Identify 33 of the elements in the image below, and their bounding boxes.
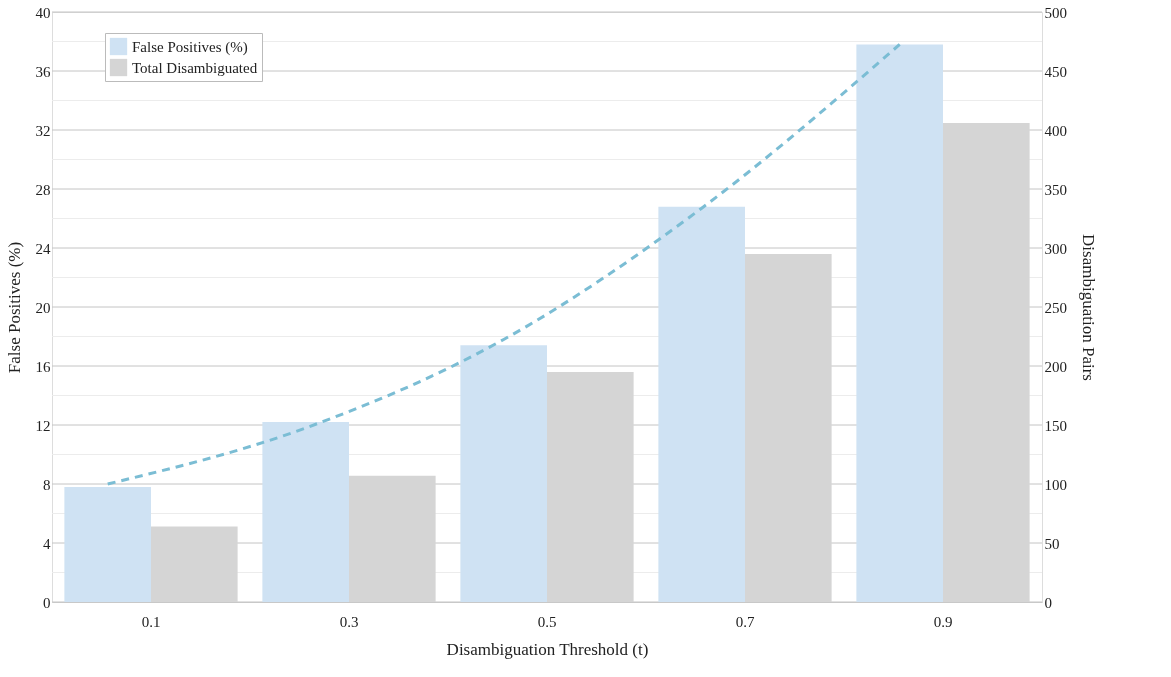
legend-label: Total Disambiguated [132, 59, 258, 76]
x-tick-label: 0.5 [537, 613, 557, 630]
x-tick-label: 0.3 [339, 613, 359, 630]
x-tick-label: 0.9 [933, 613, 953, 630]
y-tick-label: 0 [43, 594, 51, 611]
y-tick-label: 36 [35, 63, 51, 80]
x-tick-label: 0.7 [735, 613, 755, 630]
y2-tick-label: 100 [1044, 476, 1067, 493]
x-tick-label: 0.1 [141, 613, 161, 630]
y2-tick-label: 500 [1044, 4, 1067, 21]
y2-tick-label: 50 [1044, 535, 1060, 552]
y2-axis-title: Disambiguation Pairs [1079, 234, 1098, 381]
y-tick-label: 16 [35, 358, 51, 375]
y2-tick-label: 400 [1044, 122, 1067, 139]
y2-tick-label: 350 [1044, 181, 1067, 198]
y-tick-label: 40 [35, 4, 51, 21]
y-tick-label: 4 [43, 535, 51, 552]
y-tick-label: 8 [43, 476, 51, 493]
y2-tick-label: 250 [1044, 299, 1067, 316]
y-tick-label: 32 [35, 122, 51, 139]
y2-tick-label: 450 [1044, 63, 1067, 80]
legend-label: False Positives (%) [132, 38, 248, 56]
y2-tick-label: 300 [1044, 240, 1067, 257]
x-axis-title: Disambiguation Threshold (t) [446, 639, 649, 659]
y-axis-title: False Positives (%) [4, 241, 24, 374]
y-tick-label: 20 [35, 299, 51, 316]
y2-tick-label: 0 [1044, 594, 1052, 611]
y-tick-label: 12 [35, 417, 51, 434]
y2-tick-label: 150 [1044, 417, 1067, 434]
y2-tick-label: 200 [1044, 358, 1067, 375]
y-tick-label: 28 [35, 181, 51, 198]
y-tick-label: 24 [35, 240, 51, 257]
line-series [106, 42, 902, 486]
